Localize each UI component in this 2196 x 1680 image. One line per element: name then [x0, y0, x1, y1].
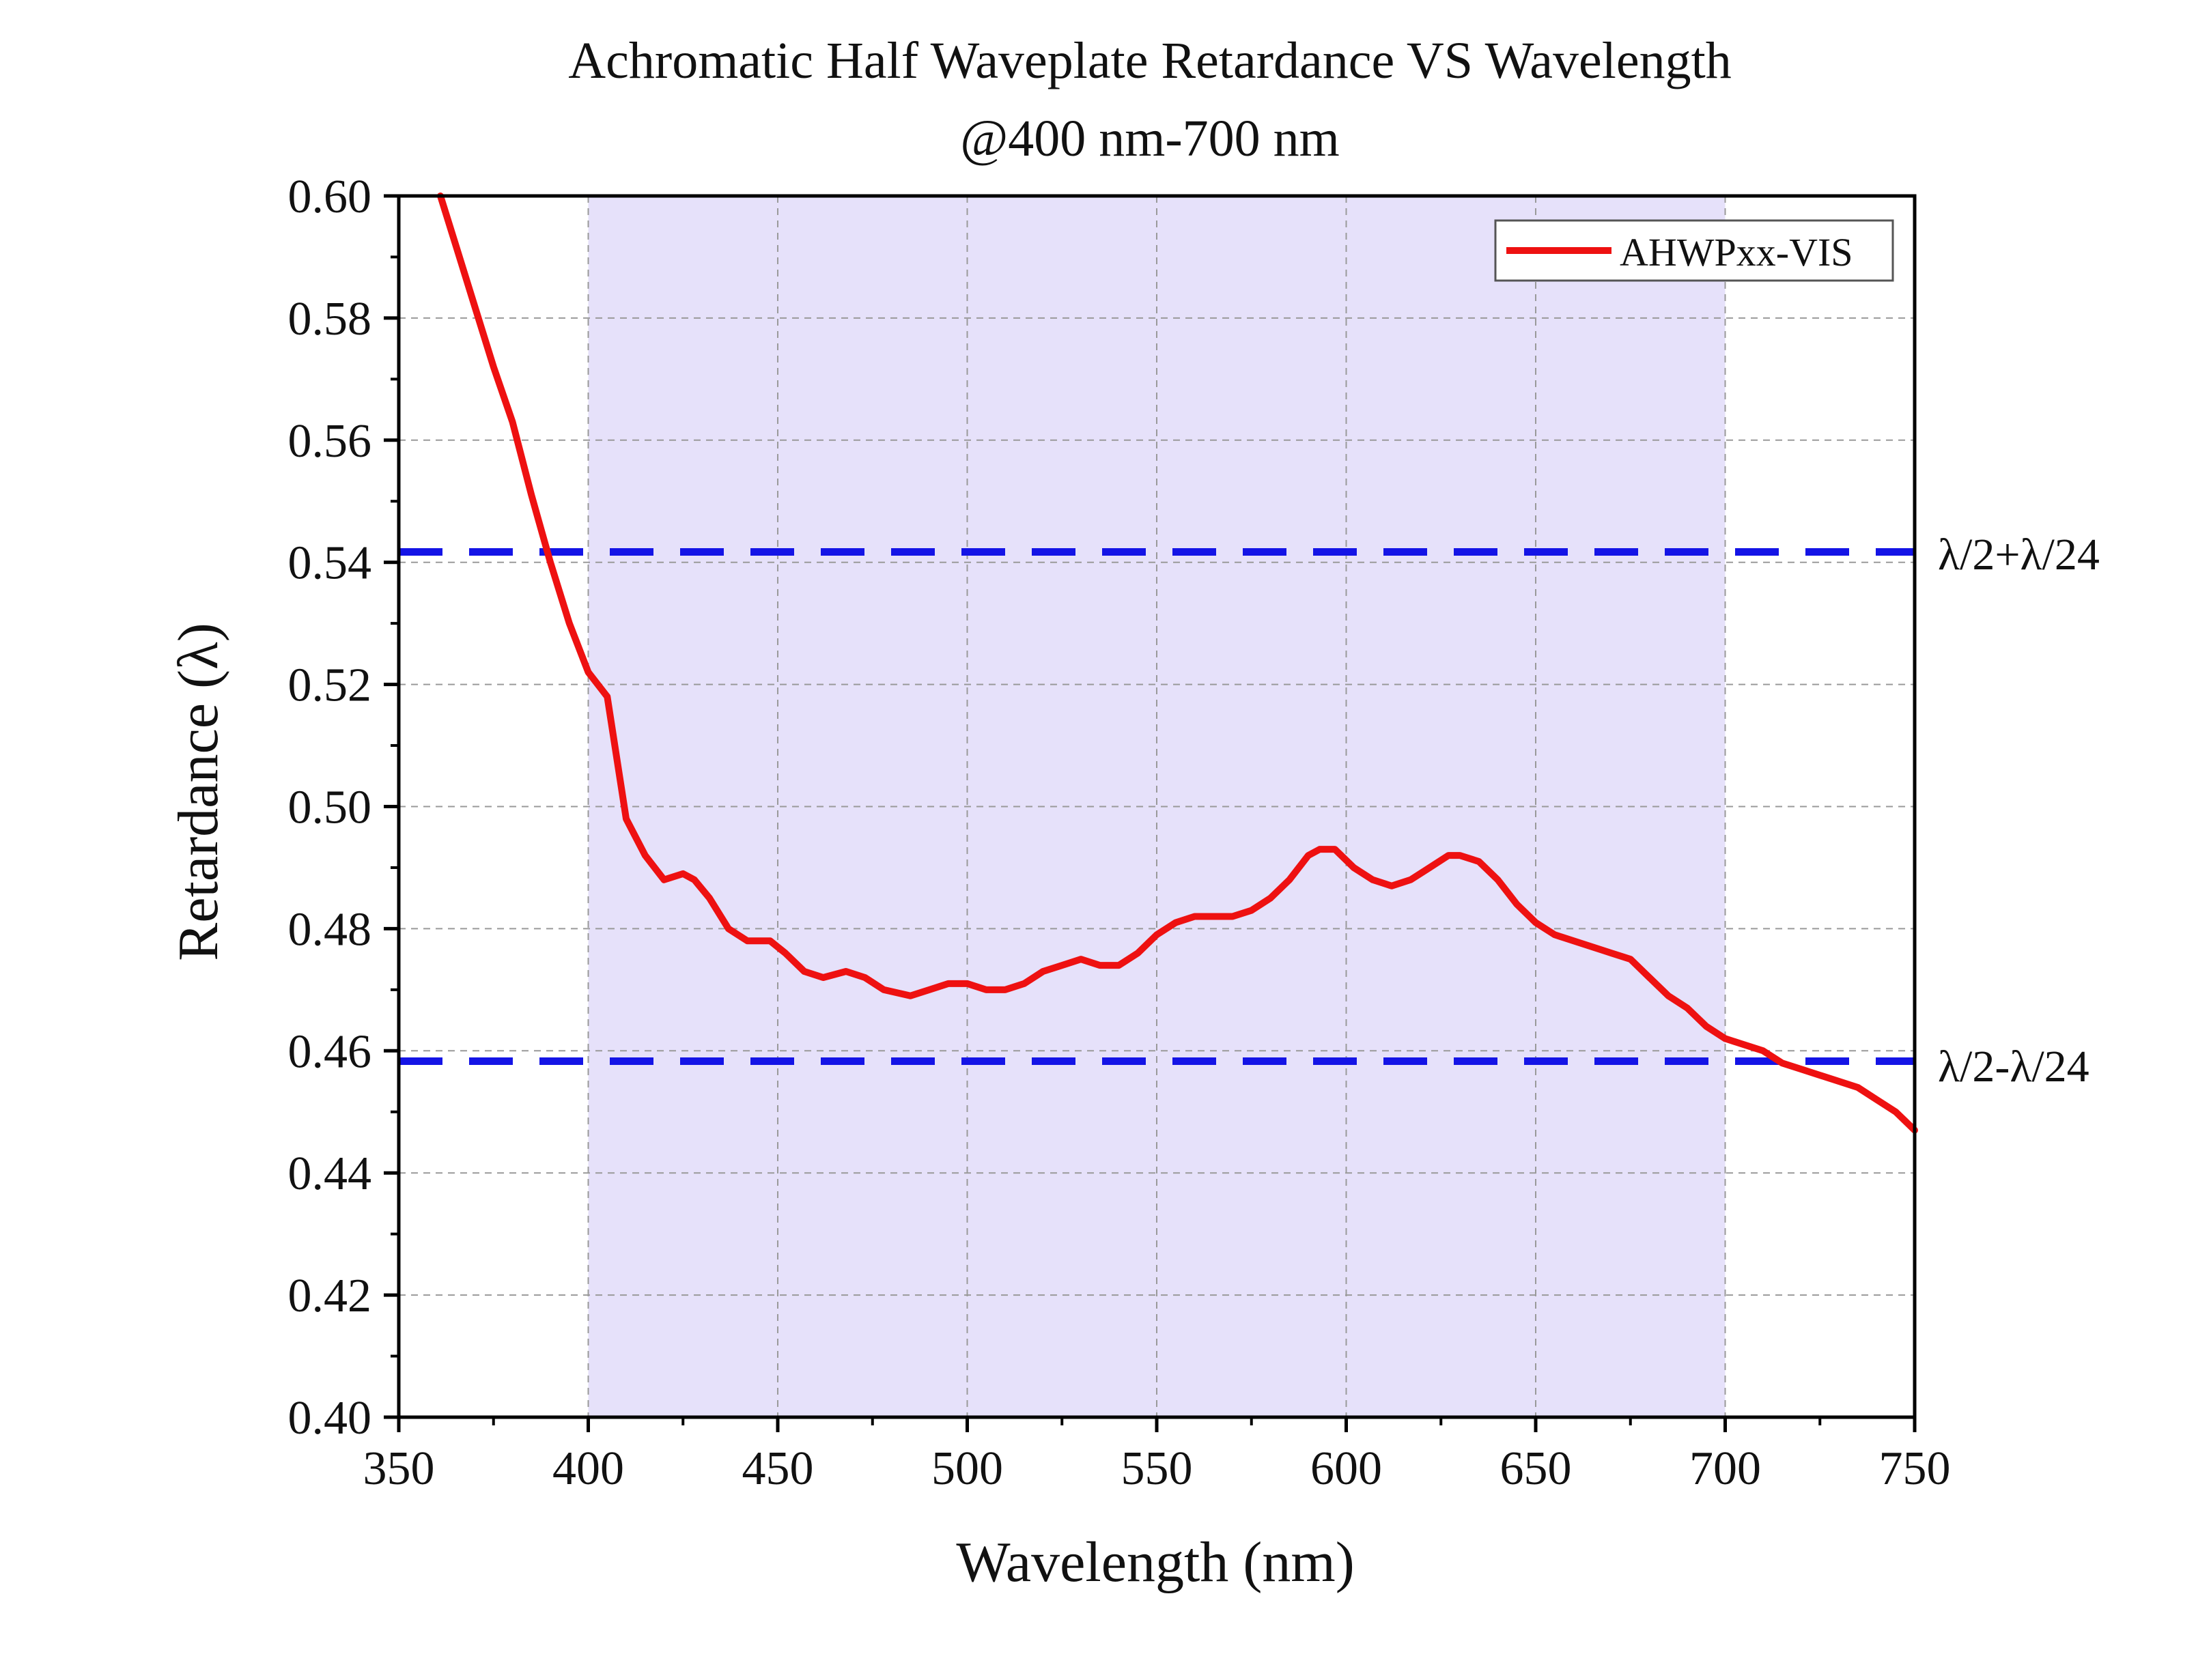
- series-layer: [437, 193, 1918, 1134]
- chart-subtitle: @400 nm-700 nm: [960, 110, 1340, 167]
- y-tick-label: 0.44: [288, 1148, 372, 1200]
- y-tick-label: 0.42: [288, 1270, 372, 1322]
- y-axis-label: Retardance (λ): [167, 623, 230, 960]
- ref-line-label-upper: λ/2+λ/24: [1938, 530, 2100, 580]
- chart-title: Achromatic Half Waveplate Retardance VS …: [568, 32, 1731, 89]
- y-tick-label: 0.58: [288, 293, 372, 345]
- ref-line-label-lower: λ/2-λ/24: [1938, 1042, 2089, 1092]
- axis-ticks: 350 400 450 500 550 600 650 700 750 0.40 0.42 0.44 0…: [288, 171, 1951, 1495]
- y-tick-label: 0.56: [288, 415, 372, 468]
- series-line: [437, 193, 1918, 1134]
- x-tick-label: 350: [363, 1442, 435, 1495]
- x-tick-label: 650: [1500, 1442, 1572, 1495]
- x-tick-label: 700: [1689, 1442, 1761, 1495]
- x-tick-label: 600: [1310, 1442, 1382, 1495]
- reference-lines: [399, 547, 1915, 1066]
- x-tick-label: 550: [1121, 1442, 1193, 1495]
- x-tick-label: 500: [931, 1442, 1003, 1495]
- x-tick-label: 750: [1879, 1442, 1951, 1495]
- legend-label: AHWPxx-VIS: [1620, 230, 1853, 274]
- x-tick-label: 400: [552, 1442, 624, 1495]
- y-tick-label: 0.48: [288, 903, 372, 956]
- x-axis-label: Wavelength (nm): [956, 1530, 1354, 1594]
- y-tick-label: 0.52: [288, 659, 372, 712]
- y-tick-label: 0.60: [288, 171, 372, 223]
- legend: AHWPxx-VIS: [1494, 219, 1894, 282]
- grid: [399, 196, 1915, 1417]
- y-tick-label: 0.54: [288, 537, 372, 590]
- y-tick-label: 0.40: [288, 1392, 372, 1444]
- y-tick-label: 0.46: [288, 1025, 372, 1078]
- x-tick-label: 450: [742, 1442, 814, 1495]
- y-tick-label: 0.50: [288, 782, 372, 834]
